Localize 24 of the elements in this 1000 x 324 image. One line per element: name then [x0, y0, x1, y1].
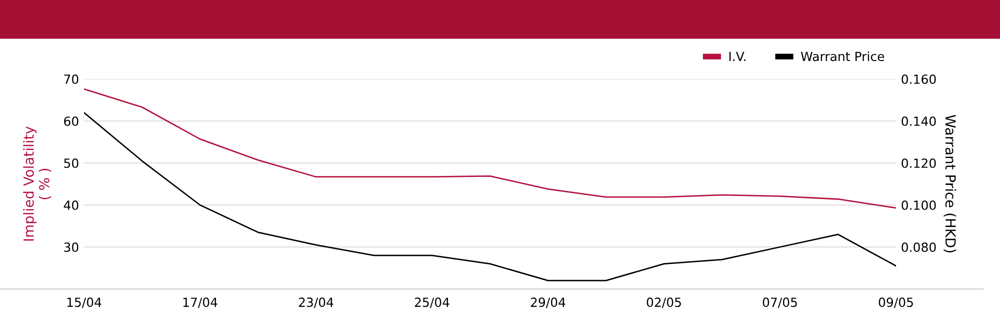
y2-tick-label: 0.100 [902, 200, 936, 210]
x-tick-label: 25/04 [414, 298, 450, 308]
y-tick-label: 60 [64, 116, 78, 126]
x-tick-label: 09/05 [878, 298, 913, 308]
legend-label: Warrant Price [800, 51, 884, 62]
y-tick-label: 70 [64, 74, 78, 84]
y-tick-label: 40 [64, 200, 78, 210]
line-series [84, 88, 896, 209]
line-series [84, 112, 896, 282]
x-tick-label: 07/05 [762, 298, 797, 308]
y2-tick-label: 0.140 [902, 116, 936, 126]
y2-axis-title: Warrant Price (HKD) [944, 114, 956, 252]
x-tick-label: 02/05 [646, 298, 681, 308]
y-axis-title: Implied Volatility ( % ) [23, 126, 52, 241]
y2-tick-label: 0.120 [902, 158, 936, 168]
y2-tick-label: 0.080 [902, 242, 936, 252]
x-tick-label: 17/04 [183, 298, 218, 308]
y2-tick-label: 0.160 [902, 74, 936, 84]
legend-label: I.V. [729, 52, 746, 61]
x-tick-label: 29/04 [530, 298, 566, 308]
x-tick-label: 15/04 [67, 298, 102, 308]
y-tick-label: 50 [64, 158, 78, 168]
x-tick-label: 23/04 [298, 298, 334, 308]
y-tick-label: 30 [64, 242, 78, 252]
